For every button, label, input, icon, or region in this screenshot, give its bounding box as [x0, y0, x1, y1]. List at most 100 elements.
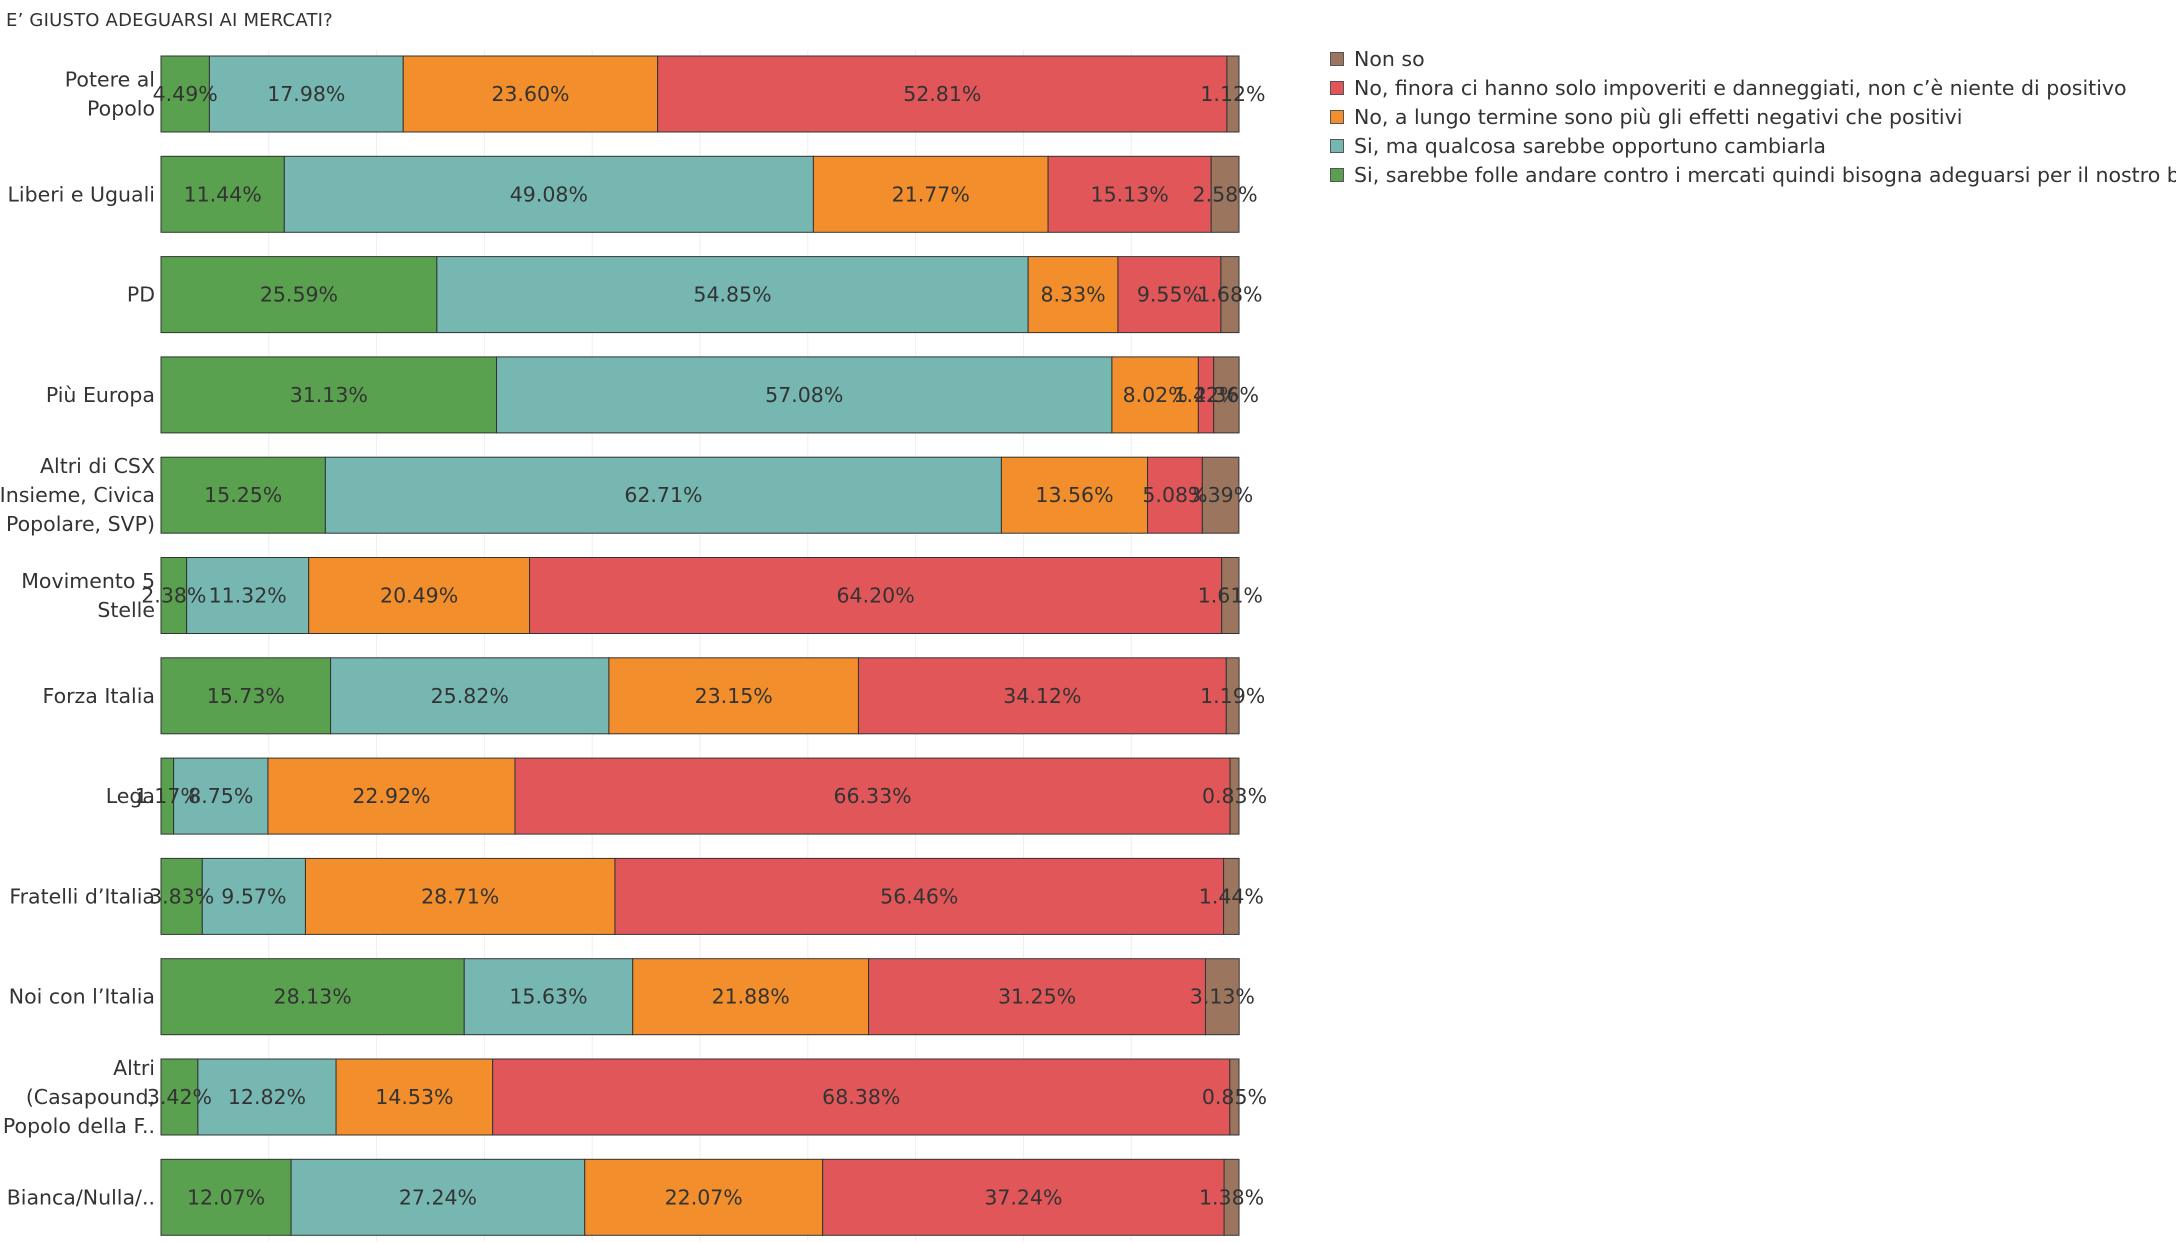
data-label: 1.12%: [1200, 82, 1265, 106]
bar-segment: [463, 958, 634, 1036]
data-label: 62.71%: [624, 483, 702, 507]
bar-segment: [308, 557, 531, 634]
bar-segment: [436, 256, 1029, 334]
bar-segment: [608, 657, 859, 735]
bar-segment: [160, 657, 332, 735]
legend-swatch: [1330, 80, 1344, 95]
category-label: PD: [127, 283, 155, 307]
bar-segment: [1000, 456, 1149, 534]
data-label: 52.81%: [903, 82, 981, 106]
bar-segment: [330, 657, 610, 735]
category-label: Bianca/Nulla/..: [7, 1185, 155, 1209]
bar-segment: [492, 1058, 1231, 1136]
bar-segment: [160, 456, 326, 534]
data-label: 2.58%: [1193, 182, 1258, 206]
legend-label: Si, sarebbe folle andare contro i mercat…: [1354, 162, 2176, 187]
bar-segment: [1223, 857, 1240, 935]
bar-segment: [201, 857, 306, 935]
category-label: Altri (Casapound, Popolo della F..: [3, 1056, 155, 1138]
data-label: 49.08%: [510, 182, 588, 206]
bar-segment: [1147, 456, 1203, 534]
data-label: 15.13%: [1091, 182, 1169, 206]
legend-item: No, a lungo termine sono più gli effetti…: [1330, 102, 2176, 131]
data-label: 15.63%: [509, 985, 587, 1009]
legend-label: Si, ma qualcosa sarebbe opportuno cambia…: [1354, 133, 1826, 158]
category-label: Lega: [106, 784, 155, 808]
data-label: 8.33%: [1040, 283, 1105, 307]
data-label: 1.68%: [1197, 283, 1262, 307]
bar-segment: [160, 1058, 199, 1136]
legend-label: No, a lungo termine sono più gli effetti…: [1354, 104, 1963, 129]
category-label: Forza Italia: [43, 684, 155, 708]
bar-segment: [496, 356, 1113, 434]
data-label: 12.82%: [228, 1085, 306, 1109]
legend-label: No, finora ci hanno solo impoveriti e da…: [1354, 75, 2127, 100]
bar-segment: [160, 55, 210, 133]
bar-segment: [304, 857, 616, 935]
legend: Non so No, finora ci hanno solo impoverit…: [1330, 44, 2176, 189]
legend-item: No, finora ci hanno solo impoveriti e da…: [1330, 73, 2176, 102]
data-label: 64.20%: [837, 584, 915, 608]
data-label: 28.71%: [421, 884, 499, 908]
bars: [160, 55, 1240, 1236]
data-label: 68.38%: [822, 1085, 900, 1109]
bar-segment: [160, 356, 498, 434]
bar-segment: [857, 657, 1227, 735]
data-label: 57.08%: [765, 383, 843, 407]
data-label: 3.83%: [149, 884, 214, 908]
data-label: 3.13%: [1190, 985, 1255, 1009]
legend-item: Si, ma qualcosa sarebbe opportuno cambia…: [1330, 131, 2176, 160]
data-label: 4.49%: [153, 82, 218, 106]
legend-item: Non so: [1330, 44, 2176, 73]
category-label: Noi con l’Italia: [9, 985, 155, 1009]
bar-segment: [812, 155, 1049, 233]
legend-label: Non so: [1354, 46, 1425, 71]
data-label: 14.53%: [375, 1085, 453, 1109]
data-label: 8.02%: [1123, 383, 1188, 407]
bar-segment: [208, 55, 404, 133]
data-label: 3.39%: [1188, 483, 1253, 507]
segment-labels: 4.49% 17.98% 23.60% 52.81% 1.12% 11.44% 49.08%…: [135, 82, 1267, 1209]
data-label: 28.13%: [274, 985, 352, 1009]
data-label: 66.33%: [833, 784, 911, 808]
bar-segment: [324, 456, 1002, 534]
legend-item: Si, sarebbe folle andare contro i mercat…: [1330, 160, 2176, 189]
category-labels: Potere al Popolo Liberi e Uguali PD Più Euro…: [0, 68, 155, 1210]
bar-segment: [1229, 1058, 1240, 1136]
bar-segment: [1047, 155, 1212, 233]
bar-segment: [1117, 256, 1222, 334]
bar-segment: [529, 557, 1223, 634]
bar-segment: [1027, 256, 1119, 334]
bar-segment: [1223, 1158, 1240, 1236]
data-label: 25.82%: [431, 684, 509, 708]
bar-segment: [1210, 155, 1240, 233]
data-label: 9.55%: [1137, 283, 1202, 307]
data-label: 20.49%: [380, 584, 458, 608]
bar-segment: [267, 757, 516, 835]
data-label: 34.12%: [1003, 684, 1081, 708]
bar-segment: [1220, 256, 1240, 334]
data-label: 2.38%: [141, 584, 206, 608]
data-label: 56.46%: [880, 884, 958, 908]
bar-segment: [197, 1058, 337, 1136]
legend-swatch: [1330, 109, 1344, 124]
data-label: 23.15%: [695, 684, 773, 708]
data-label: 9.57%: [221, 884, 286, 908]
category-label: Movimento 5 Stelle: [21, 569, 155, 622]
data-label: 15.25%: [204, 483, 282, 507]
bar-segment: [1204, 958, 1240, 1036]
bar-segment: [160, 1158, 292, 1236]
category-label: Più Europa: [46, 383, 155, 407]
data-label: 1.61%: [1198, 584, 1263, 608]
data-label: 54.85%: [693, 283, 771, 307]
data-label: 1.42%: [1173, 383, 1238, 407]
category-label: Altri di CSX (Insieme, Civica Popolare, SV…: [0, 454, 155, 536]
bar-segment: [160, 958, 465, 1036]
bar-segment: [1229, 757, 1240, 835]
category-label: Fratelli d’Italia: [9, 884, 155, 908]
bar-segment: [186, 557, 310, 634]
bar-segment: [1213, 356, 1240, 434]
bar-segment: [1111, 356, 1199, 434]
data-label: 1.38%: [1199, 1185, 1264, 1209]
